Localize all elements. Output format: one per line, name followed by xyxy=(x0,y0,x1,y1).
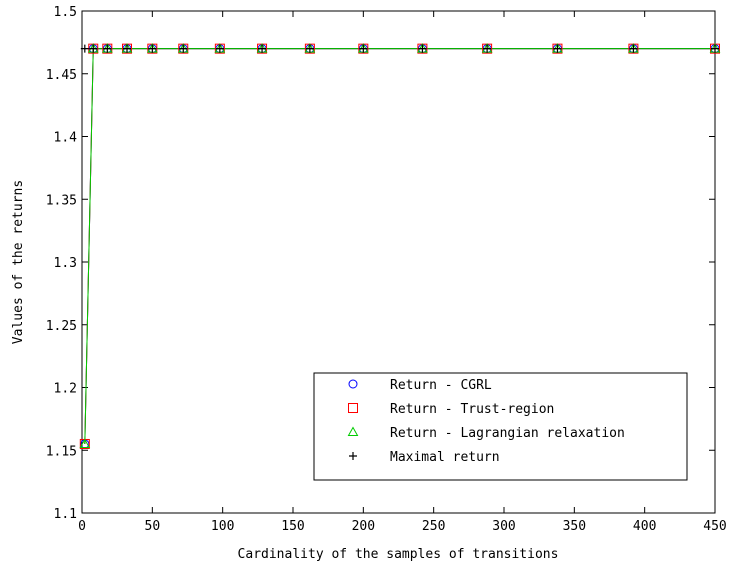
y-tick-label: 1.1 xyxy=(54,507,77,522)
data-point xyxy=(483,44,492,53)
legend: Return - CGRL Return - Trust-region Return… xyxy=(313,372,688,481)
y-tick-label: 1.15 xyxy=(46,444,77,459)
legend-label: Maximal return xyxy=(390,450,500,465)
axis-ticks: 0 50 100 150 200 250 300 350 400 450 1.1 1.15 1.2 1.2… xyxy=(46,5,727,534)
legend-label: Return - Trust-region xyxy=(390,402,554,417)
data-point xyxy=(123,44,132,53)
data-point xyxy=(148,44,157,53)
y-tick-label: 1.5 xyxy=(54,5,77,20)
data-point xyxy=(103,44,112,53)
x-tick-label: 150 xyxy=(281,519,304,534)
data-point xyxy=(359,44,368,53)
data-point xyxy=(553,44,562,53)
data-point xyxy=(179,44,188,53)
legend-marker xyxy=(347,426,359,436)
legend-marker xyxy=(349,452,357,460)
x-tick-label: 400 xyxy=(633,519,656,534)
legend-marker xyxy=(348,379,358,389)
y-tick-label: 1.25 xyxy=(46,319,77,334)
series-markers xyxy=(79,43,721,449)
x-tick-label: 350 xyxy=(563,519,586,534)
data-point xyxy=(79,438,91,448)
data-point xyxy=(711,44,719,53)
data-point xyxy=(89,44,98,53)
legend-label: Return - Lagrangian relaxation xyxy=(390,426,625,441)
y-tick-label: 1.4 xyxy=(54,131,78,146)
y-tick-label: 1.45 xyxy=(46,68,77,83)
data-point xyxy=(215,44,224,53)
data-point xyxy=(258,44,267,53)
data-point xyxy=(629,44,638,53)
legend-marker xyxy=(348,403,358,413)
x-tick-label: 100 xyxy=(211,519,234,534)
y-tick-label: 1.35 xyxy=(46,193,77,208)
x-tick-label: 50 xyxy=(145,519,161,534)
y-tick-label: 1.2 xyxy=(54,382,77,397)
y-axis-label: Values of the returns xyxy=(11,180,26,344)
x-tick-label: 250 xyxy=(422,519,445,534)
x-tick-label: 0 xyxy=(78,519,86,534)
data-point xyxy=(418,44,427,53)
x-axis-label: Cardinality of the samples of transition… xyxy=(238,547,559,562)
x-tick-label: 300 xyxy=(492,519,515,534)
data-point xyxy=(305,44,314,53)
data-point xyxy=(80,44,89,53)
y-tick-label: 1.3 xyxy=(54,256,77,271)
x-tick-label: 450 xyxy=(703,519,726,534)
legend-label: Return - CGRL xyxy=(390,378,492,393)
legend-box xyxy=(313,372,688,481)
x-tick-label: 200 xyxy=(352,519,375,534)
